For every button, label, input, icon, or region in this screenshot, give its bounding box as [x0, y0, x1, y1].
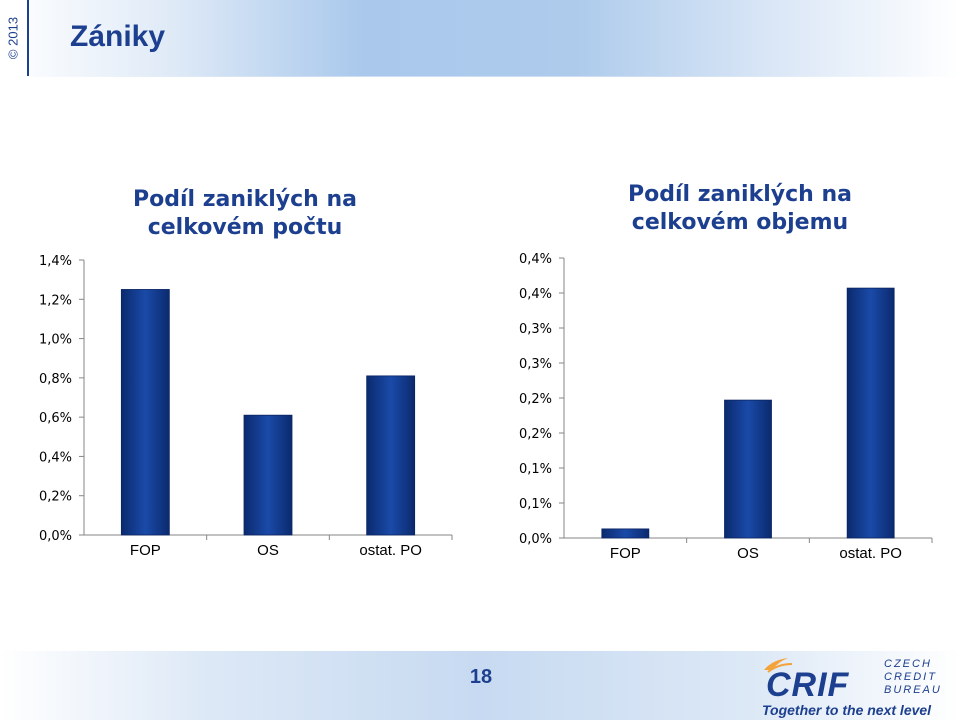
chart-2: 0,0% 0,1% 0,1% 0,2% 0,2% 0,3% 0,3% 0,4% 0,4% FOP O…	[470, 240, 940, 585]
chart-1-y-tick-label: 1,0%	[39, 333, 72, 348]
chart-2-bar-fop	[601, 528, 650, 539]
crif-logo: CRIF CZECH CREDIT BUREAU	[764, 658, 942, 702]
chart-2-x-label: ostat. PO	[839, 545, 902, 562]
chart-2-y-tick-label: 0,0%	[519, 532, 552, 547]
logo-line-credit: CREDIT	[884, 671, 937, 683]
logo-brand-text: CRIF	[766, 666, 850, 702]
chart-2-y-tick-label: 0,1%	[519, 497, 552, 512]
chart-1-y-tick-label: 0,4%	[39, 450, 72, 465]
chart-2-y-tick-label: 0,4%	[519, 252, 552, 267]
chart-1-y-tick-label: 0,6%	[39, 411, 72, 426]
header-divider	[0, 76, 960, 77]
chart-2-y-tick-label: 0,1%	[519, 462, 552, 477]
chart-1-bar-fop	[120, 289, 170, 536]
chart-1-bar-ostat-po	[366, 375, 416, 536]
chart-2-bar-ostat-po	[846, 287, 895, 539]
chart-2-x-label: OS	[737, 545, 759, 562]
copyright-box: © 2013	[0, 0, 29, 76]
chart-1-y-tick-label: 0,2%	[39, 490, 72, 505]
chart-2-svg: 0,0% 0,1% 0,1% 0,2% 0,2% 0,3% 0,3% 0,4% 0,4% FOP O…	[519, 252, 933, 562]
chart-2-y-tick-label: 0,2%	[519, 427, 552, 442]
chart-1-bar-os	[243, 414, 293, 536]
chart-2-y-tick-label: 0,2%	[519, 392, 552, 407]
chart-1-x-label: OS	[257, 542, 279, 559]
header-band	[0, 0, 960, 76]
logo-line-bureau: BUREAU	[884, 684, 942, 696]
chart-2-x-label: FOP	[610, 545, 641, 562]
chart-1-y-tick-label: 0,8%	[39, 372, 72, 387]
chart-1-y-tick-label: 0,0%	[39, 529, 72, 544]
page-title: Zániky	[70, 20, 166, 53]
chart-1-x-label: ostat. PO	[359, 542, 422, 559]
logo-swoosh-icon	[764, 658, 793, 673]
chart-2-title: Podíl zaniklých na celkovém objemu	[570, 181, 910, 237]
chart-1-y-tick-label: 1,4%	[39, 254, 72, 269]
logo-line-czech: CZECH	[884, 658, 932, 670]
chart-2-title-line-1: Podíl zaniklých na	[628, 182, 852, 207]
chart-1-x-label: FOP	[130, 542, 161, 559]
copyright-text: © 2013	[5, 16, 21, 60]
chart-1-svg: 0,0% 0,2% 0,4% 0,6% 0,8% 1,0% 1,2% 1,4% FOP OS ost…	[39, 254, 453, 559]
chart-1-y-tick-label: 1,2%	[39, 293, 72, 308]
page-number: 18	[469, 666, 493, 688]
tagline: Together to the next level	[762, 702, 932, 718]
chart-1: 0,0% 0,2% 0,4% 0,6% 0,8% 1,0% 1,2% 1,4% FOP OS ost…	[0, 240, 470, 585]
chart-1-title-line-2: celkovém počtu	[147, 215, 343, 240]
chart-1-title-line-1: Podíl zaniklých na	[133, 187, 357, 212]
footer-band	[0, 651, 960, 720]
chart-2-y-tick-label: 0,3%	[519, 322, 552, 337]
chart-1-title: Podíl zaniklých na celkovém počtu	[100, 186, 390, 242]
chart-2-bar-os	[724, 399, 772, 539]
chart-2-y-tick-label: 0,4%	[519, 287, 552, 302]
chart-2-y-tick-label: 0,3%	[519, 357, 552, 372]
chart-2-title-line-2: celkovém objemu	[631, 210, 849, 235]
